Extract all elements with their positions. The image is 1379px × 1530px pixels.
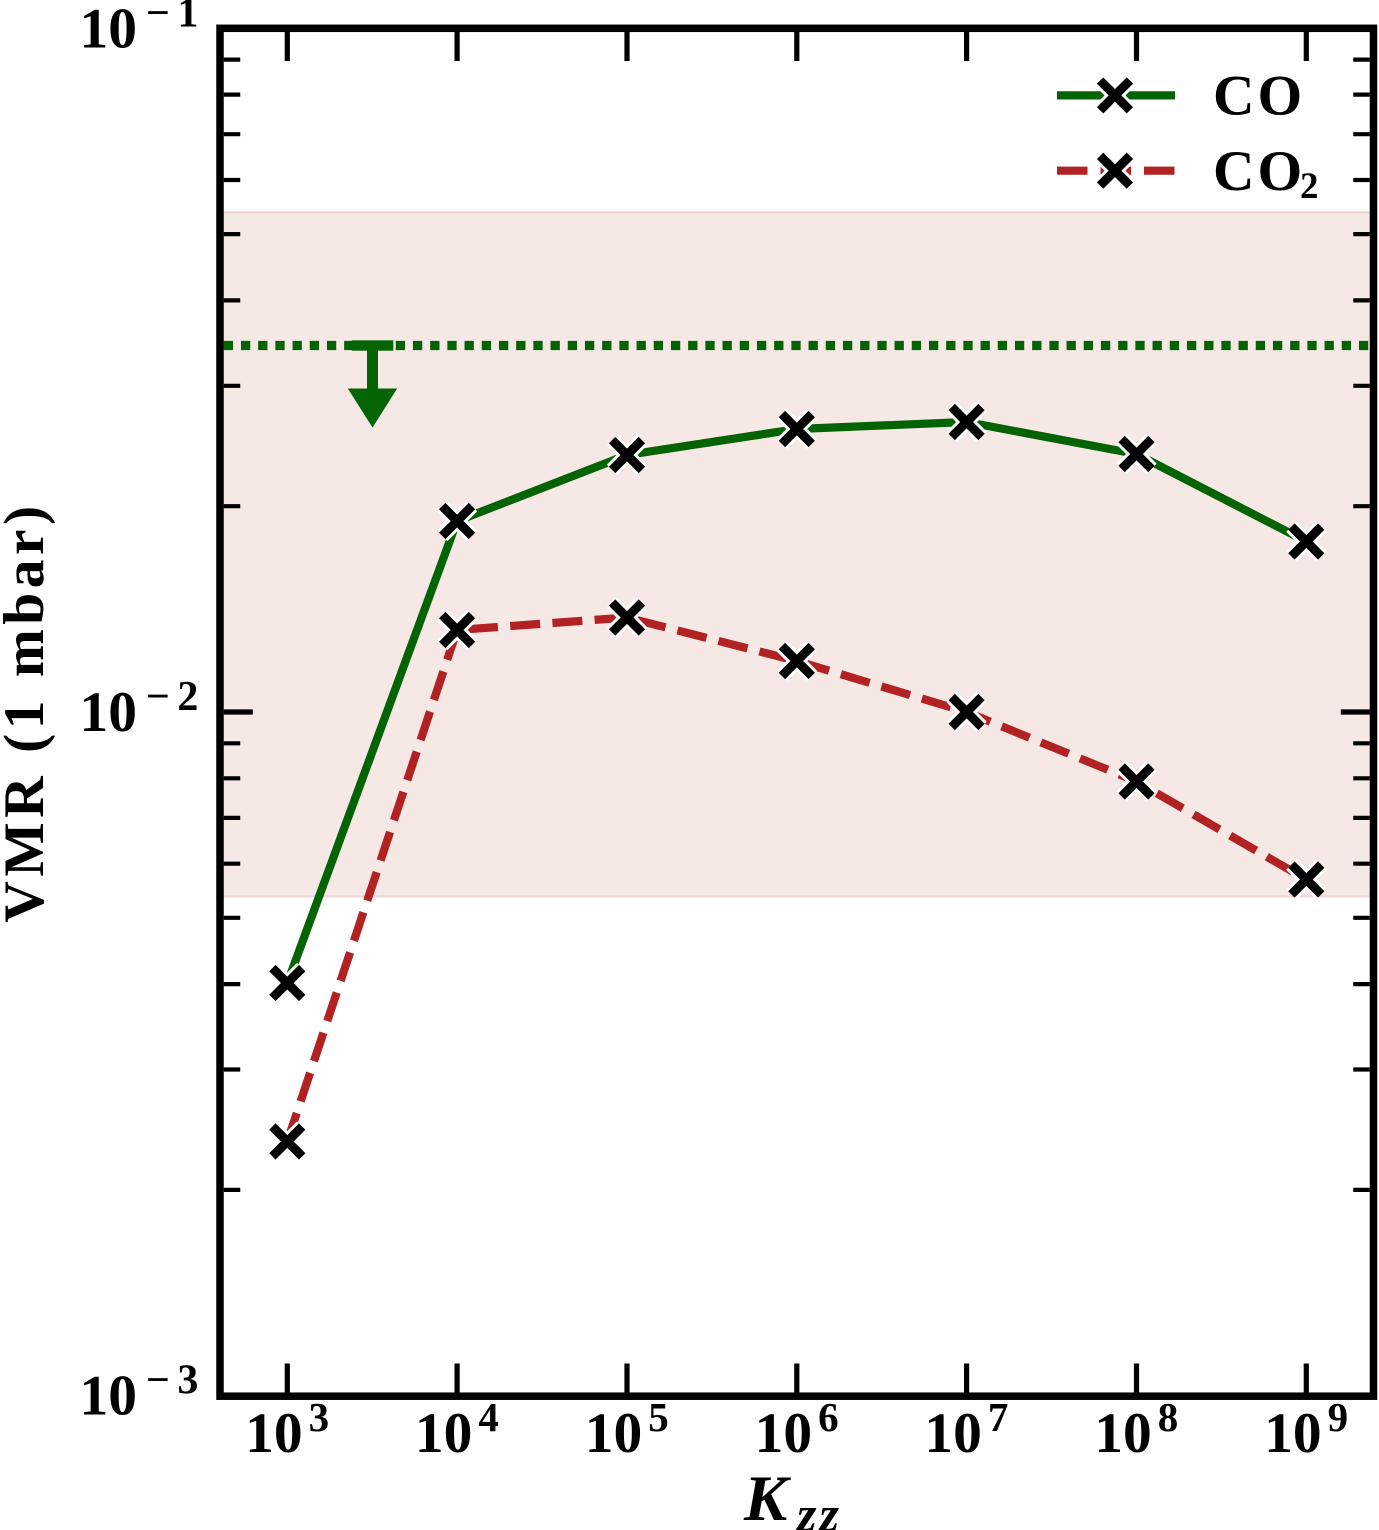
svg-text:10: 10 <box>1094 1402 1152 1465</box>
svg-text:6: 6 <box>818 1394 839 1440</box>
svg-text:9: 9 <box>1328 1394 1349 1440</box>
svg-text:K: K <box>743 1463 791 1530</box>
svg-text:zz: zz <box>795 1486 842 1530</box>
svg-text:10: 10 <box>924 1402 982 1465</box>
svg-text:VMR (1 mbar): VMR (1 mbar) <box>0 501 56 922</box>
svg-text:10: 10 <box>1264 1402 1322 1465</box>
svg-text:−1: −1 <box>146 0 206 37</box>
svg-text:10: 10 <box>80 681 138 744</box>
svg-text:5: 5 <box>648 1394 669 1440</box>
svg-text:7: 7 <box>988 1394 1009 1440</box>
svg-text:−3: −3 <box>146 1358 206 1404</box>
svg-text:10: 10 <box>755 1402 813 1465</box>
svg-text:CO: CO <box>1213 65 1305 128</box>
svg-text:8: 8 <box>1158 1394 1179 1440</box>
svg-text:10: 10 <box>80 0 138 61</box>
svg-text:CO: CO <box>1213 140 1305 203</box>
svg-text:−2: −2 <box>146 674 206 720</box>
svg-text:3: 3 <box>309 1394 330 1440</box>
svg-text:4: 4 <box>478 1394 499 1440</box>
svg-text:2: 2 <box>1300 166 1319 207</box>
svg-text:10: 10 <box>80 1365 138 1428</box>
svg-text:10: 10 <box>415 1402 473 1465</box>
svg-text:10: 10 <box>245 1402 303 1465</box>
svg-text:10: 10 <box>585 1402 643 1465</box>
